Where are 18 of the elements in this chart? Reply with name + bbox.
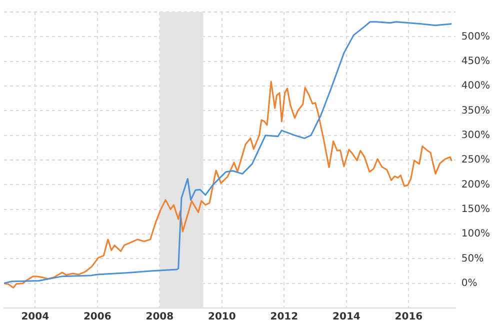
x-tick-label: 2004	[21, 312, 50, 323]
y-tick-label: 100%	[461, 228, 490, 240]
y-tick-label: 300%	[461, 130, 490, 141]
y-tick-label: 400%	[461, 80, 490, 92]
y-tick-label: 200%	[461, 179, 490, 190]
y-tick-label: 350%	[461, 105, 490, 116]
x-tick-label: 2014	[332, 312, 360, 323]
x-tick-label: 2008	[146, 312, 174, 323]
x-tick-label: 2012	[270, 312, 298, 323]
y-tick-label: 0%	[461, 278, 478, 289]
y-tick-label: 50%	[461, 253, 484, 264]
x-tick-label: 2006	[83, 312, 112, 323]
y-tick-label: 250%	[461, 154, 490, 166]
y-tick-label: 150%	[461, 204, 490, 215]
x-tick-label: 2010	[208, 312, 236, 323]
y-tick-label: 450%	[461, 56, 490, 67]
y-tick-label: 500%	[461, 31, 490, 42]
x-tick-label: 2016	[394, 312, 423, 323]
